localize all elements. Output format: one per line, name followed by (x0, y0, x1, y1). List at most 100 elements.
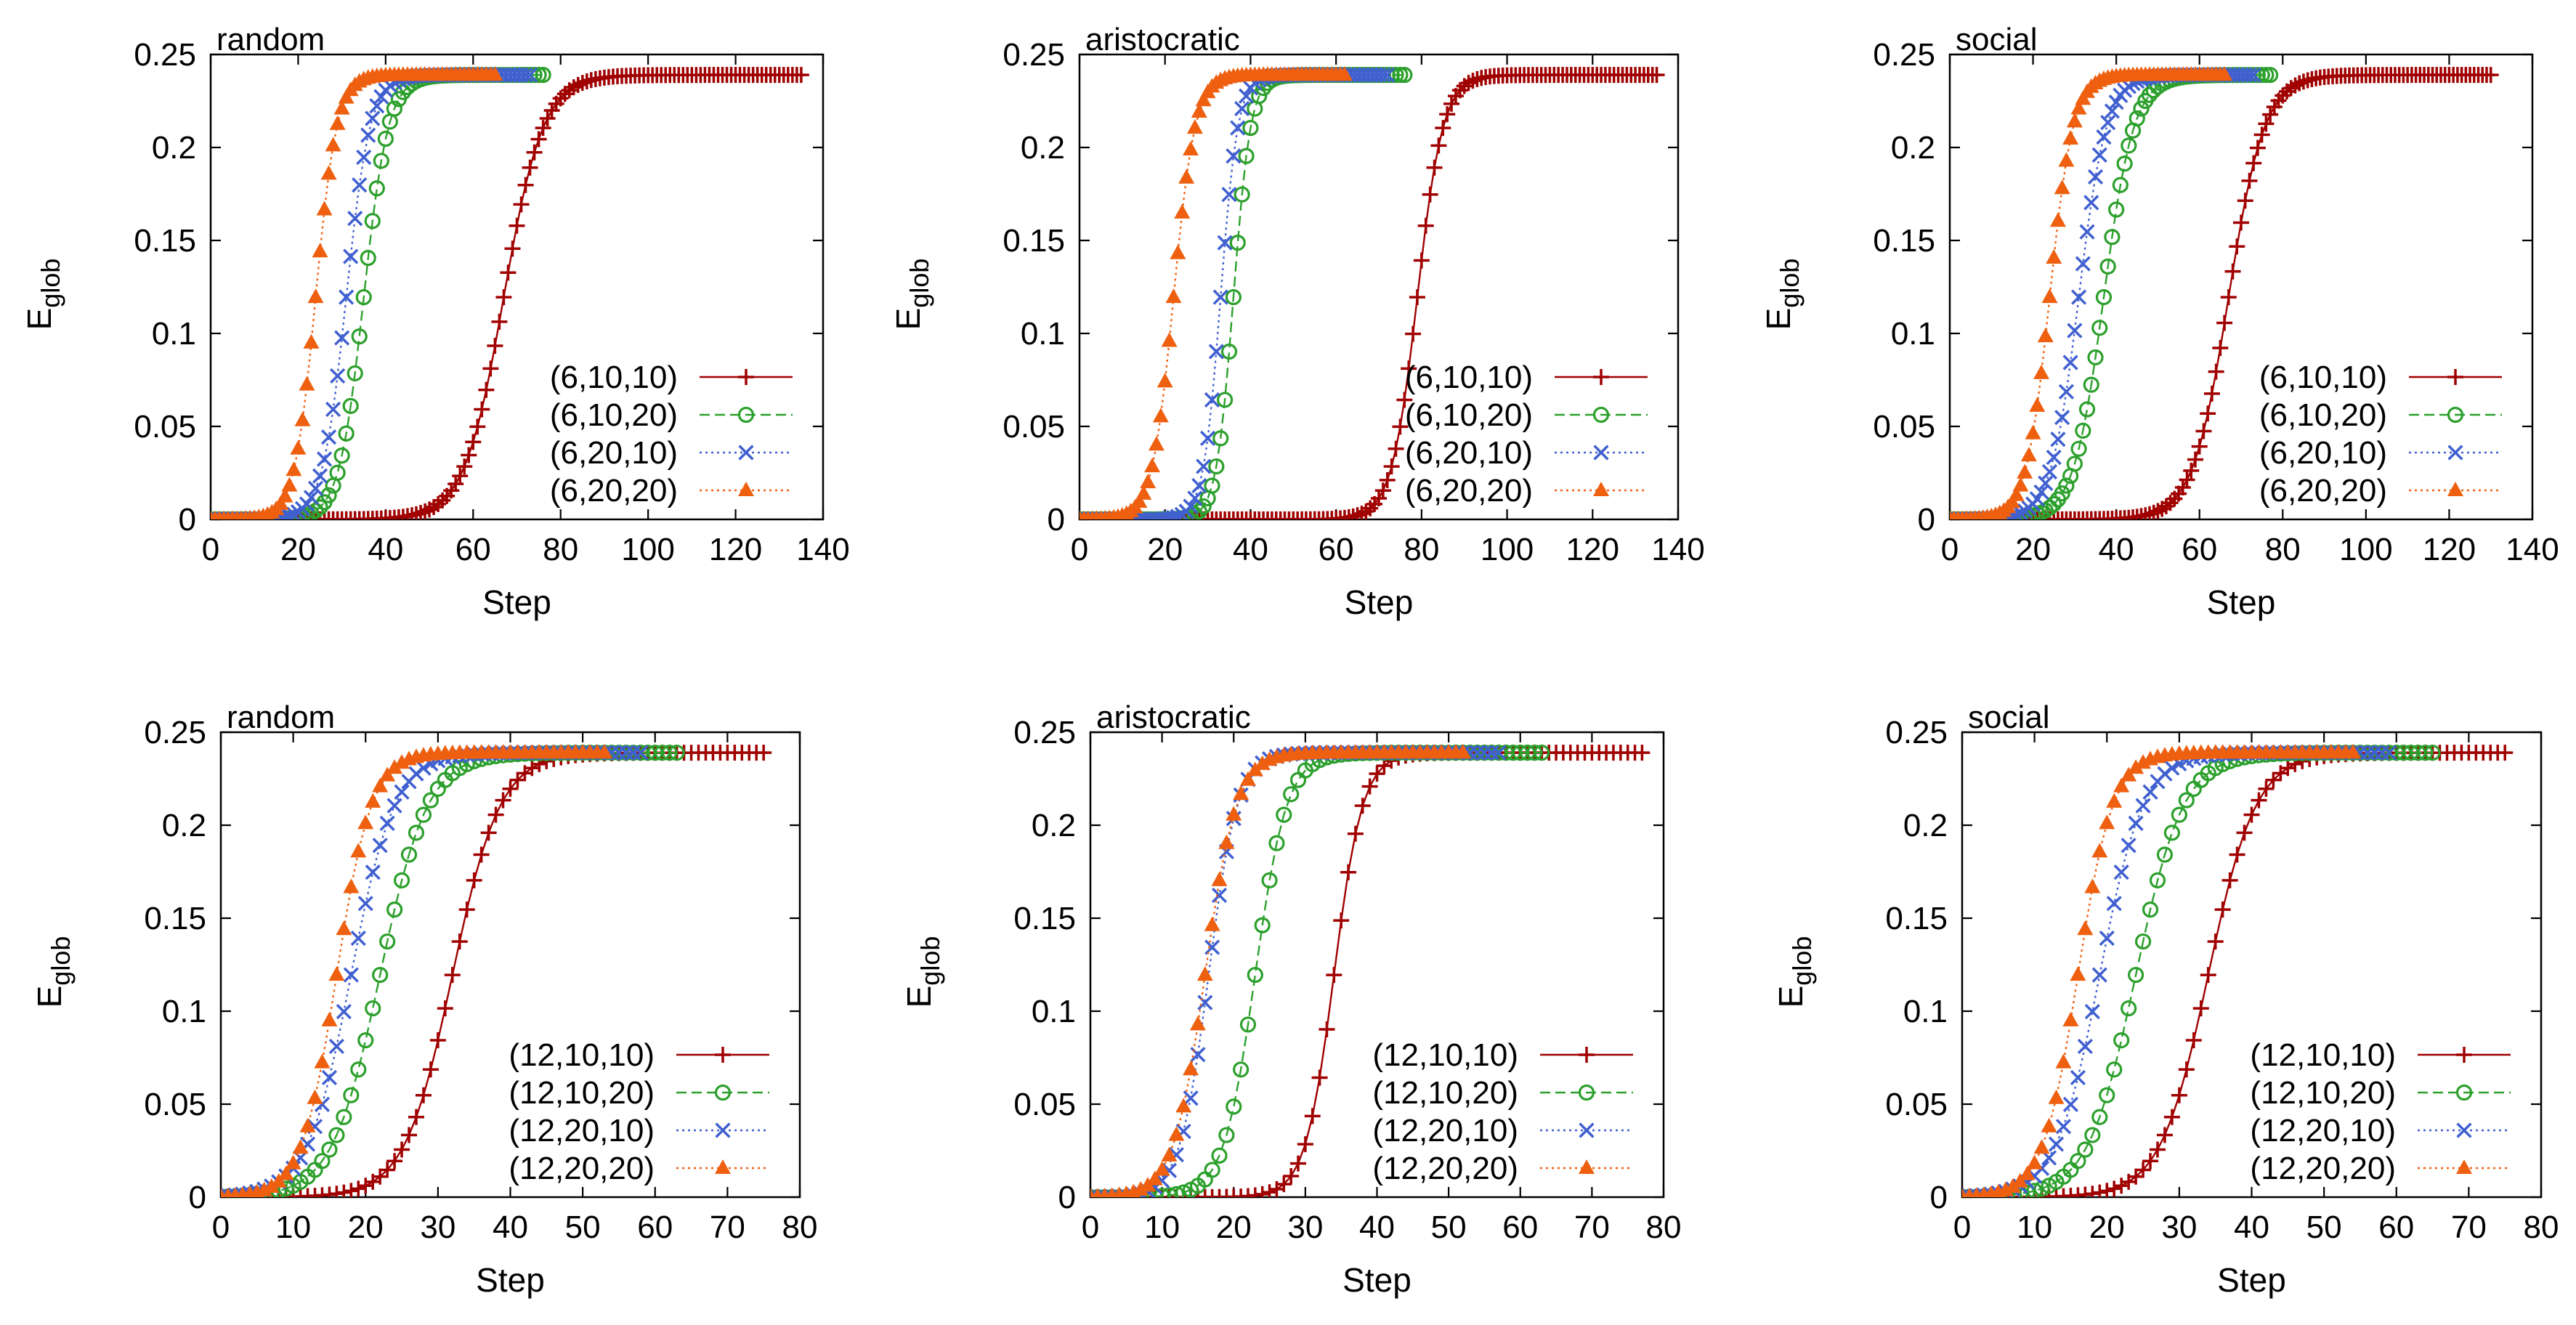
data-point (394, 784, 410, 800)
data-point (2091, 320, 2108, 336)
data-point (487, 66, 503, 81)
x-tick-label: 140 (1651, 532, 1704, 567)
data-point (458, 901, 475, 918)
data-point (2128, 815, 2144, 831)
data-point (1374, 482, 1391, 499)
data-point (2156, 1127, 2173, 1143)
data-point (2112, 177, 2129, 193)
data-point (444, 967, 461, 984)
data-point (1234, 186, 1250, 203)
data-point (1430, 137, 1447, 154)
legend-marker (2456, 1159, 2472, 1174)
data-point (1191, 503, 1207, 519)
y-tick-label: 0.1 (162, 994, 206, 1029)
data-point (1392, 418, 1409, 435)
data-point (343, 878, 360, 894)
data-point (1212, 289, 1228, 305)
data-point (793, 67, 809, 84)
data-point (1183, 140, 1199, 155)
series-line-1 (1080, 74, 1657, 519)
x-tick-label: 80 (782, 1209, 818, 1245)
data-point (1409, 289, 1425, 306)
data-point (312, 468, 328, 484)
series-line-2 (1080, 74, 1405, 519)
data-point (314, 1153, 331, 1170)
data-point (1208, 511, 1225, 519)
data-point (1165, 288, 1182, 304)
x-tick-label: 60 (455, 532, 491, 567)
x-axis-label: Step (2207, 583, 2276, 621)
data-point (535, 67, 551, 84)
data-point (1422, 186, 1438, 203)
data-point (2055, 1119, 2072, 1135)
legend-label: (6,20,20) (2259, 473, 2387, 508)
data-point (2249, 139, 2266, 156)
data-point (466, 872, 482, 888)
data-point (2029, 397, 2046, 412)
data-point (1268, 835, 1285, 851)
data-point (2482, 67, 2499, 84)
data-point (278, 1165, 294, 1180)
data-point (2374, 745, 2390, 761)
data-point (1238, 88, 1255, 104)
data-point (1133, 1180, 1149, 1196)
x-tick-label: 0 (1082, 1209, 1099, 1245)
y-tick-label: 0 (179, 502, 196, 538)
data-point (2200, 967, 2216, 984)
data-point (465, 434, 482, 450)
data-point (1208, 344, 1224, 360)
data-point (2087, 169, 2104, 185)
data-point (2104, 103, 2120, 119)
data-point (480, 824, 497, 841)
data-point (372, 838, 388, 854)
data-point (1396, 67, 1413, 84)
x-tick-label: 40 (1233, 532, 1268, 567)
data-point (2020, 447, 2037, 462)
legend-marker (738, 445, 754, 461)
data-point (1218, 834, 1235, 849)
x-tick-label: 0 (1941, 532, 1959, 567)
data-point (509, 217, 525, 234)
legend-label: (6,10,10) (550, 360, 678, 395)
data-point (278, 1180, 294, 1197)
data-point (1349, 507, 1366, 519)
data-point (2091, 967, 2107, 983)
data-point (2258, 780, 2275, 797)
data-point (2070, 100, 2087, 115)
data-point (379, 933, 396, 950)
data-point (1157, 373, 1173, 388)
data-point (1491, 745, 1507, 761)
data-point (2108, 94, 2124, 110)
data-point (437, 1000, 453, 1017)
x-tick-label: 0 (212, 1209, 230, 1245)
y-tick-label: 0.2 (1032, 808, 1076, 843)
data-point (386, 100, 403, 117)
x-tick-label: 30 (420, 1209, 455, 1245)
data-point (1289, 771, 1307, 788)
data-point (2096, 129, 2112, 145)
data-point (2185, 780, 2202, 798)
data-point (1218, 1127, 1235, 1143)
data-point (513, 196, 530, 213)
data-point (386, 798, 402, 814)
y-tick-label: 0.15 (134, 223, 196, 259)
data-point (1333, 912, 1350, 929)
x-tick-label: 30 (2161, 1209, 2197, 1245)
x-tick-label: 60 (1502, 1209, 1538, 1245)
x-tick-label: 40 (2099, 532, 2134, 567)
data-point (1092, 1188, 1103, 1197)
data-point (2091, 1109, 2108, 1125)
data-point (1354, 798, 1371, 814)
legend-label: (6,20,10) (550, 435, 678, 471)
data-point (343, 248, 359, 264)
legend-label: (12,20,10) (1372, 1113, 1518, 1148)
data-point (303, 333, 320, 349)
data-point (1175, 1184, 1192, 1197)
data-point (2106, 1180, 2123, 1197)
data-point (452, 468, 469, 485)
data-point (1276, 806, 1292, 823)
y-tick-label: 0.15 (1873, 223, 1935, 259)
data-point (329, 464, 346, 481)
data-point (312, 499, 328, 516)
